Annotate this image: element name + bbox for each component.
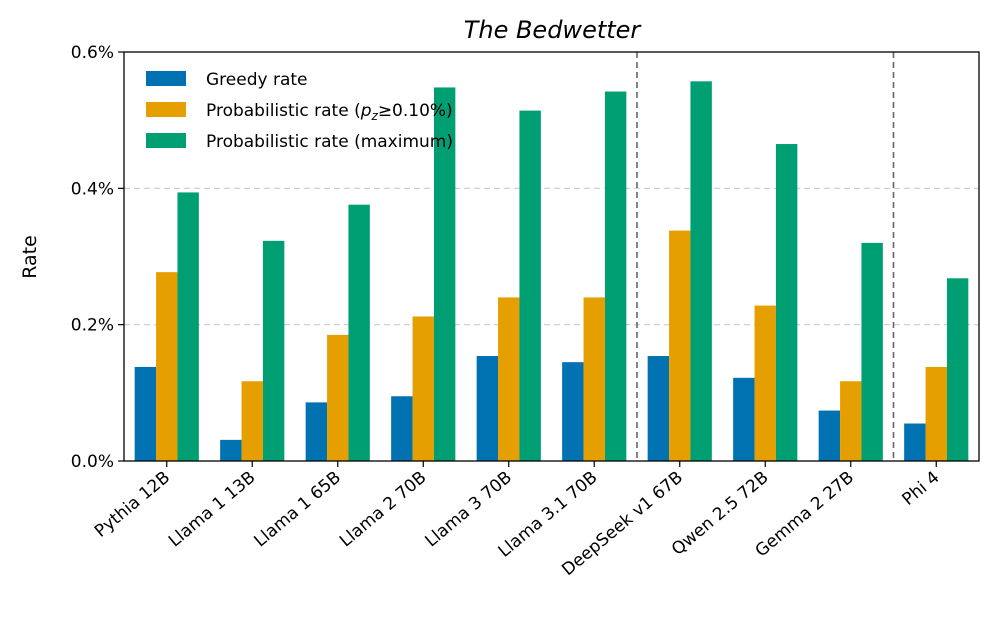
bar [412, 316, 434, 461]
group-separators [636, 52, 895, 461]
legend-swatch [146, 102, 186, 117]
x-tick-label: Llama 1 65B [251, 468, 345, 552]
bar [177, 192, 199, 461]
x-tick-label: Llama 1 13B [165, 468, 259, 552]
bar [690, 81, 712, 461]
bar [775, 144, 798, 461]
bar [818, 410, 841, 461]
bar [946, 278, 969, 461]
bar [476, 356, 499, 461]
legend-label: Greedy rate [206, 70, 308, 90]
plot-frame [123, 51, 980, 462]
bar [262, 240, 285, 461]
bar [327, 334, 349, 461]
bar [498, 297, 520, 461]
y-tick-label: 0.6% [71, 43, 114, 63]
bar [305, 402, 328, 461]
bar [562, 362, 584, 461]
x-tick-label: Llama 2 70B [336, 468, 430, 552]
bar [840, 381, 862, 461]
bar [583, 297, 605, 461]
bars [134, 81, 969, 462]
legend-label: Probabilistic rate (maximum) [206, 132, 453, 152]
bar [348, 204, 370, 461]
legend-label: Probabilistic rate (pz≥0.10%) [206, 101, 453, 123]
bar [241, 381, 263, 461]
bar [861, 242, 883, 461]
legend-swatch [146, 133, 186, 148]
bar [134, 366, 157, 461]
y-axis: 0.0% 0.2% 0.4% 0.6% [71, 43, 124, 472]
y-axis-title: Rate [19, 235, 41, 279]
bar [604, 91, 627, 461]
chart-title: The Bedwetter [464, 16, 643, 44]
bar [433, 87, 456, 462]
bar [391, 396, 413, 461]
bar [733, 377, 755, 461]
legend-swatch [146, 71, 186, 86]
bar [669, 230, 691, 461]
bar [220, 439, 242, 461]
bar [754, 305, 776, 461]
legend: Greedy rate Probabilistic rate (pz≥0.10%)… [146, 70, 453, 152]
bar [519, 110, 541, 461]
grid-lines [124, 187, 979, 326]
x-tick-label: Phi 4 [898, 468, 943, 510]
x-tick-label: Llama 3 70B [422, 468, 516, 552]
bar [904, 423, 926, 461]
y-tick-label: 0.2% [71, 316, 114, 336]
y-tick-label: 0.0% [71, 452, 114, 472]
x-tick-label: Pythia 12B [91, 468, 174, 542]
bar [925, 366, 947, 461]
bar [647, 356, 670, 461]
bar [156, 272, 178, 461]
y-tick-label: 0.4% [71, 179, 114, 199]
